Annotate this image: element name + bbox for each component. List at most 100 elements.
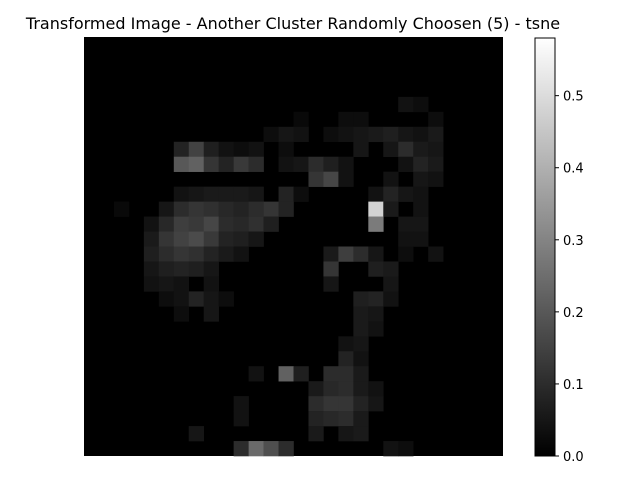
heatmap-cell [248,231,264,247]
heatmap-cell [248,441,264,457]
heatmap-cell [233,141,249,158]
heatmap-cell [248,216,264,232]
heatmap-cell [173,276,190,292]
heatmap-cell [368,261,384,277]
heatmap-cell [383,126,399,143]
heatmap-cell [158,276,175,292]
heatmap-cell [353,336,369,352]
heatmap-cell [338,126,354,143]
heatmap-cell [173,216,190,232]
heatmap-cell [383,291,399,307]
heatmap-cell [158,246,175,262]
heatmap-cell [233,411,249,427]
heatmap-cell [203,276,219,292]
heatmap-cell [428,141,444,158]
heatmap-cell [383,276,399,292]
heatmap-cell [353,321,369,337]
heatmap-cell [398,231,414,247]
heatmap-cell [338,156,354,172]
heatmap-cell [368,216,384,232]
heatmap-cell [173,246,190,262]
heatmap-cell [338,426,354,442]
heatmap-cell [263,441,279,457]
heatmap-cell [383,441,399,457]
heatmap-cell [173,306,190,322]
heatmap-cell [353,426,369,442]
heatmap-cell [353,411,369,427]
heatmap-cell [233,441,249,457]
heatmap-cell [278,366,294,382]
heatmap-cell [353,396,369,412]
heatmap-cell [368,126,384,143]
heatmap-cell [113,201,130,217]
heatmap-cell [233,216,249,232]
heatmap-cell [413,126,429,143]
heatmap-cell [278,201,294,217]
colorbar: 0.0 0.1 0.2 0.3 0.4 0.5 [534,37,584,465]
heatmap-cell [173,156,190,172]
heatmap-cell [218,231,234,247]
heatmap-cell [383,261,399,277]
colorbar-tick-label: 0.2 [563,306,584,321]
heatmap-cell [158,291,175,307]
heatmap-cell [143,261,160,277]
heatmap-cell [143,276,160,292]
heatmap-cell [203,141,219,158]
heatmap-cell [188,291,205,307]
heatmap-cell [308,381,324,397]
heatmap-cell [428,171,444,187]
heatmap-cell [218,201,234,217]
heatmap-cell [398,156,414,172]
heatmap-cell [398,246,414,262]
heatmap-cell [233,396,249,412]
heatmap-cell [368,291,384,307]
heatmap-cell [413,201,429,217]
heatmap-cell [278,186,294,202]
heatmap-cell [233,201,249,217]
heatmap-cell [203,306,219,322]
colorbar-gradient [534,37,556,457]
heatmap-cell [248,366,264,382]
heatmap-cell [413,171,429,187]
heatmap-cell [383,201,399,217]
heatmap-cell [218,186,234,202]
heatmap-cell [428,126,444,143]
heatmap-cell [173,201,190,217]
heatmap-cell [323,381,339,397]
heatmap-cell [353,111,369,128]
heatmap-cell [383,171,399,187]
heatmap-cell [338,336,354,352]
heatmap-cell [323,411,339,427]
heatmap-cell [158,216,175,232]
heatmap-plot [84,37,503,457]
heatmap-cell [188,261,205,277]
heatmap-cell [263,126,279,143]
heatmap-cell [368,321,384,337]
heatmap-cell [308,171,324,187]
heatmap-cell [398,141,414,158]
heatmap-cell [233,246,249,262]
heatmap-cell [143,246,160,262]
heatmap-cell [338,381,354,397]
heatmap-cell [158,201,175,217]
heatmap-cell [323,261,339,277]
heatmap-cell [338,246,354,262]
heatmap-cell [173,261,190,277]
colorbar-tick-label: 0.1 [563,378,584,393]
heatmap-cell [383,186,399,202]
colorbar-tick-label: 0.0 [563,450,584,465]
heatmap-cell [338,411,354,427]
heatmap-cell [233,156,249,172]
heatmap-cell [338,351,354,367]
heatmap-cell [218,246,234,262]
heatmap-cell [203,261,219,277]
heatmap-cell [338,366,354,382]
heatmap-cell [293,111,309,128]
heatmap-cell [158,261,175,277]
heatmap-cell [188,426,205,442]
colorbar-tick-label: 0.5 [563,90,584,105]
heatmap-cell [338,111,354,128]
heatmap-cell [353,351,369,367]
heatmap-cell [203,156,219,172]
